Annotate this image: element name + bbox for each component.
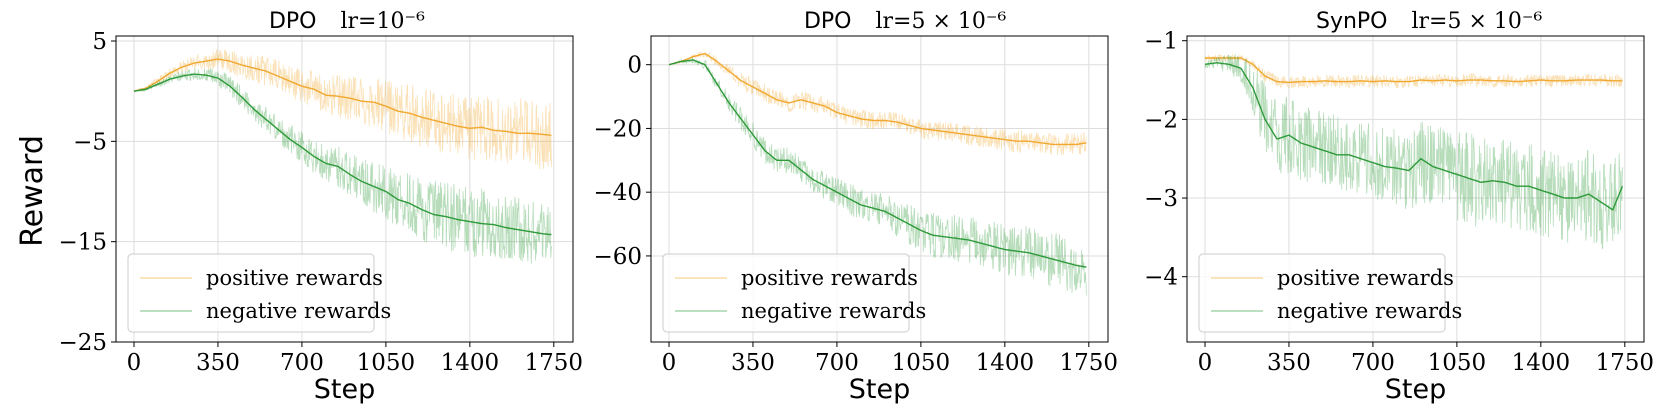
x-tick-label: 1750 [1060,350,1119,376]
legend-box [1198,253,1446,333]
y-tick-label: −3 [1144,186,1178,212]
chart-panel-2: 0 350 700 1050 1400 1750 0 −20 −40 −60 Step DPO lr=5… [593,9,1118,405]
x-tick-label: 700 [280,350,324,376]
smoothed-series-negative [668,59,1087,268]
raw-series-positive [1204,54,1623,90]
raw-series-positive [668,51,1087,155]
x-tick-label: 1050 [1428,350,1487,376]
y-tick-label: 5 [92,29,107,55]
legend-label-negative: negative rewards [741,299,926,323]
legend-label-negative: negative rewards [1277,299,1462,323]
chart-title-lr: lr=5 × 10⁻⁶ [1412,9,1543,34]
y-tick-label: −60 [593,244,642,270]
smoothed-series-negative [133,73,552,236]
x-tick-label: 0 [662,350,677,376]
x-tick-label: 0 [127,350,142,376]
x-tick-label: 1750 [525,350,584,376]
raw-series-negative [668,57,1087,296]
legend-label-positive: positive rewards [206,266,383,290]
y-tick-label: −25 [58,330,107,356]
legend-label-negative: negative rewards [206,299,391,323]
x-tick-label: 700 [1351,350,1395,376]
x-tick-label: 350 [196,350,240,376]
chart-panel-1: 0 350 700 1050 1400 1750 5 −5 −15 −25 Step DPO lr=10… [58,9,583,405]
y-tick-label: −5 [73,129,107,155]
axes-frame [115,35,574,343]
x-tick-label: 1050 [892,350,951,376]
x-axis-label: Step [849,374,910,405]
y-tick-label: −2 [1144,107,1178,133]
chart-title: SynPO [1316,9,1388,34]
axes-frame [650,35,1109,343]
x-tick-label: 1750 [1596,350,1655,376]
y-tick-label: 0 [627,53,642,79]
y-tick-label: −4 [1144,265,1178,291]
raw-series-positive [133,48,552,170]
x-tick-label: 700 [815,350,859,376]
x-axis-label: Step [1385,374,1446,405]
smoothed-series-positive [1205,57,1623,84]
y-tick-label: −1 [1144,29,1178,55]
legend-label-positive: positive rewards [1277,266,1454,290]
x-tick-label: 0 [1198,350,1213,376]
axes-frame [1186,35,1645,343]
legend-box [127,253,375,333]
smoothed-series-positive [668,52,1087,146]
smoothed-series-negative [1204,61,1624,211]
raw-series-negative [1204,53,1623,250]
x-axis-label: Step [314,374,375,405]
x-tick-label: 1050 [357,350,416,376]
chart-panel-3: 0 350 700 1050 1400 1750 −1 −2 −3 −4 Step SynPO lr=5… [1144,9,1654,405]
chart-title-lr: lr=5 × 10⁻⁶ [876,9,1007,34]
x-tick-label: 350 [731,350,775,376]
legend-box [662,253,910,333]
x-tick-label: 1400 [976,350,1035,376]
x-tick-label: 350 [1267,350,1311,376]
y-tick-label: −15 [58,230,107,256]
chart-title: DPO [269,9,317,34]
chart-title: DPO [804,9,852,34]
chart-title-lr: lr=10⁻⁶ [341,9,426,34]
y-tick-label: −20 [593,116,642,142]
x-tick-label: 1400 [441,350,500,376]
legend-label-positive: positive rewards [741,266,918,290]
y-tick-label: −40 [593,180,642,206]
figure-y-axis-label: Reward [15,135,50,247]
smoothed-series-positive [133,58,552,136]
x-tick-label: 1400 [1512,350,1571,376]
